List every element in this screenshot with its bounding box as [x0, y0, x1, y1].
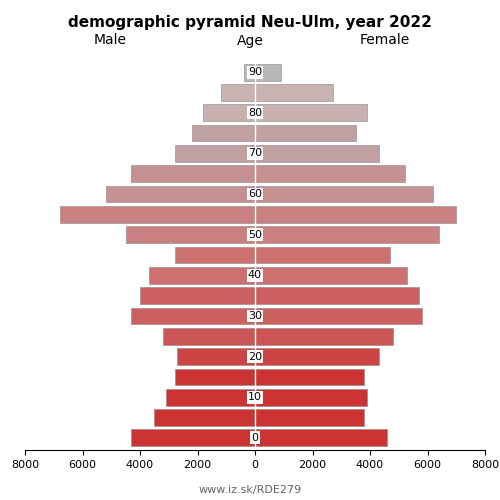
Bar — [255, 186, 433, 202]
Bar — [163, 328, 255, 344]
Bar — [174, 368, 255, 385]
Bar — [255, 226, 439, 243]
Text: Male: Male — [94, 34, 126, 48]
Bar — [255, 328, 393, 344]
Bar — [255, 348, 378, 365]
Text: 80: 80 — [248, 108, 262, 118]
Bar — [132, 430, 255, 446]
Text: 0: 0 — [252, 433, 258, 443]
Text: 30: 30 — [248, 311, 262, 321]
Bar — [154, 409, 255, 426]
Bar — [132, 166, 255, 182]
Bar — [255, 166, 404, 182]
Text: 90: 90 — [248, 67, 262, 77]
Bar — [255, 389, 367, 406]
Text: 20: 20 — [248, 352, 262, 362]
Bar — [126, 226, 255, 243]
Bar — [140, 288, 255, 304]
Text: 40: 40 — [248, 270, 262, 280]
Bar — [255, 267, 408, 283]
Bar — [60, 206, 255, 222]
Bar — [244, 64, 255, 80]
Bar — [255, 308, 422, 324]
Bar — [255, 368, 364, 385]
Bar — [255, 125, 356, 142]
Text: demographic pyramid Neu-Ulm, year 2022: demographic pyramid Neu-Ulm, year 2022 — [68, 15, 432, 30]
Bar — [255, 288, 419, 304]
Bar — [203, 104, 255, 121]
Bar — [255, 409, 364, 426]
Bar — [255, 206, 456, 222]
Bar — [166, 389, 255, 406]
Bar — [174, 246, 255, 264]
Bar — [192, 125, 255, 142]
Bar — [255, 246, 390, 264]
Text: 70: 70 — [248, 148, 262, 158]
Text: Age: Age — [236, 34, 264, 48]
Text: 50: 50 — [248, 230, 262, 239]
Text: 10: 10 — [248, 392, 262, 402]
Bar — [148, 267, 255, 283]
Bar — [255, 104, 367, 121]
Text: Female: Female — [360, 34, 410, 48]
Bar — [178, 348, 255, 365]
Bar — [255, 145, 378, 162]
Bar — [132, 308, 255, 324]
Bar — [174, 145, 255, 162]
Bar — [255, 430, 387, 446]
Bar — [220, 84, 255, 101]
Bar — [106, 186, 255, 202]
Text: www.iz.sk/RDE279: www.iz.sk/RDE279 — [198, 485, 302, 495]
Text: 60: 60 — [248, 189, 262, 199]
Bar — [255, 84, 332, 101]
Bar — [255, 64, 281, 80]
